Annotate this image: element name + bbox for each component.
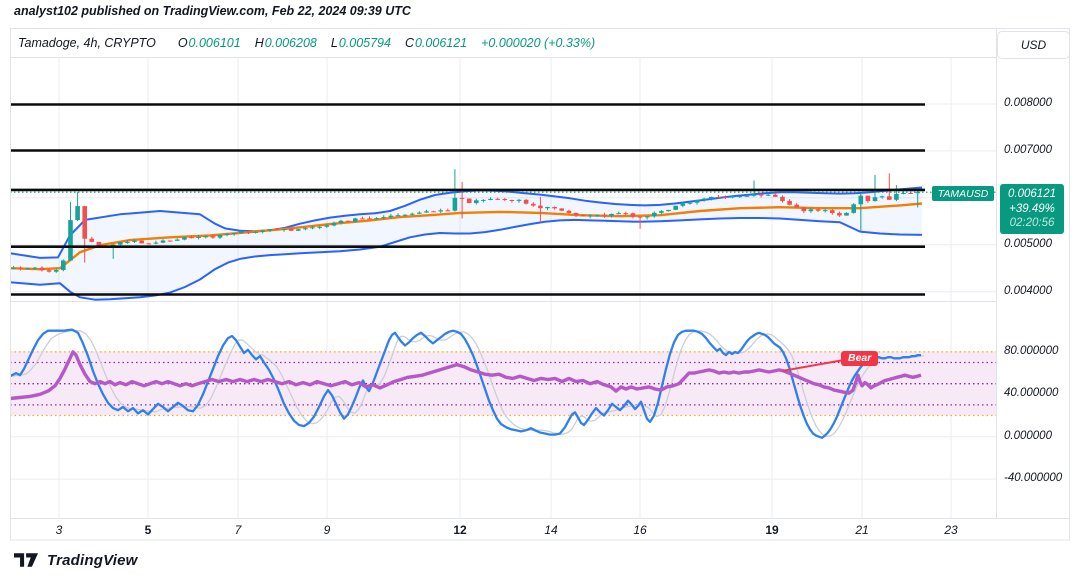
price-scale-label: 0.004000 — [1004, 284, 1052, 297]
attribution-text: analyst102 published on TradingView.com,… — [14, 4, 411, 18]
ohlc-low: L 0.005794 — [330, 36, 391, 50]
price-scale-label: 0.008000 — [1004, 97, 1052, 109]
ohlc-high: H 0.006208 — [254, 36, 317, 50]
symbol-description: Tamadoge, 4h, CRYPTO — [18, 36, 156, 50]
bear-annotation-line — [782, 359, 842, 372]
time-axis-label: 12 — [453, 523, 467, 537]
time-axis-label: 21 — [855, 523, 869, 537]
price-scale-label: 0.005000 — [1004, 237, 1052, 250]
time-axis-label: 5 — [144, 523, 152, 537]
bar-countdown: 02:20:56 — [1009, 217, 1055, 229]
symbol-price-flag: TAMAUSD — [932, 186, 994, 201]
time-axis-label: 9 — [323, 523, 331, 537]
price-scale-label: 0.007000 — [1004, 143, 1052, 156]
ohlc-open: O 0.006101 — [177, 36, 241, 50]
time-axis-label: 16 — [633, 523, 647, 537]
tradingview-brand-text: TradingView — [47, 552, 138, 569]
candlestick-series — [11, 169, 920, 273]
time-axis-label: 19 — [765, 523, 779, 537]
tradingview-logo-icon — [14, 552, 39, 567]
last-price-change: +39.49% — [1009, 202, 1055, 215]
chart-legend: Tamadoge, 4h, CRYPTO O 0.006101 H 0.006208… — [18, 34, 595, 52]
oscillator-lines — [10, 328, 925, 439]
indicator-scale-label: -40.000000 — [1004, 472, 1063, 485]
bear-annotation-label: Bear — [841, 351, 879, 366]
indicator-scale-label: 0.000000 — [1004, 429, 1052, 442]
last-price-value: 0.006121 — [1008, 188, 1056, 200]
time-axis-label: 7 — [234, 523, 242, 537]
currency-button[interactable]: USD — [997, 31, 1070, 59]
indicator-scale-label: 40.000000 — [1004, 387, 1059, 400]
indicator-scale-label: 80.000000 — [1004, 344, 1059, 357]
chart-frame — [10, 28, 1070, 541]
horizontal-level-lines[interactable] — [10, 103, 925, 296]
price-change: +0.000020 (+0.33%) — [481, 36, 596, 50]
time-axis-label: 3 — [55, 523, 63, 537]
footer-brand: TradingView — [14, 552, 138, 569]
time-axis-label: 14 — [544, 523, 558, 537]
time-axis-label: 23 — [944, 523, 958, 537]
last-price-flag: 0.006121 +39.49% 02:20:56 — [1000, 184, 1064, 234]
ohlc-close: C 0.006121 — [404, 36, 468, 50]
